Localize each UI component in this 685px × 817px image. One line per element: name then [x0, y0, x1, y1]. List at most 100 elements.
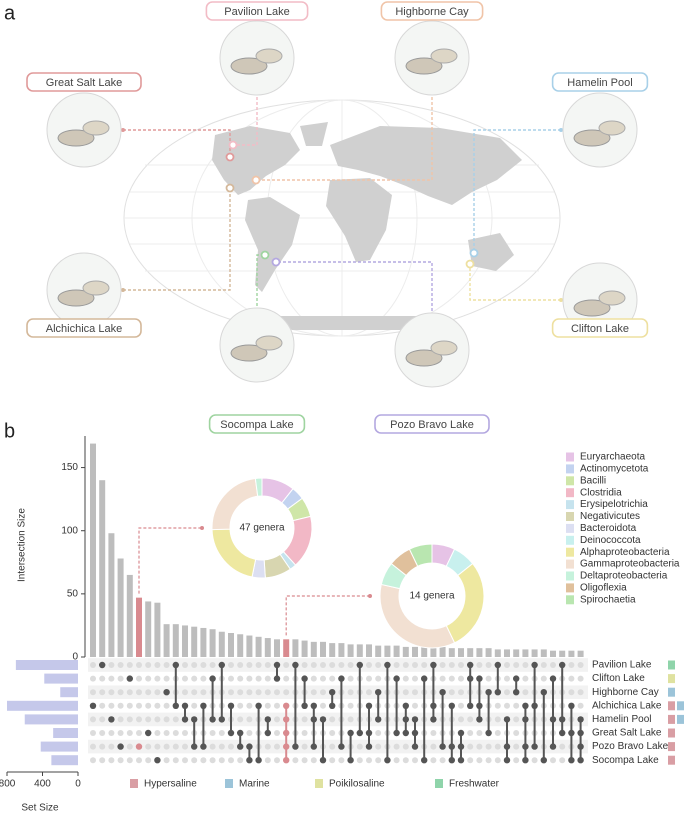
- matrix-dot-empty: [439, 662, 446, 668]
- taxa-swatch: [566, 488, 574, 498]
- matrix-dot-empty: [163, 702, 170, 709]
- taxa-swatch: [566, 535, 574, 545]
- matrix-dot-empty: [412, 675, 418, 682]
- matrix-dot: [522, 743, 529, 750]
- matrix-dot-empty: [393, 743, 400, 750]
- site-label: Pozo Bravo Lake: [390, 419, 474, 431]
- site-label: Great Salt Lake: [46, 77, 122, 89]
- matrix-dot-empty: [163, 743, 170, 750]
- matrix-dot-empty: [99, 689, 106, 696]
- matrix-dot-empty: [218, 757, 225, 764]
- taxa-swatch: [566, 523, 574, 533]
- matrix-dot: [577, 729, 584, 737]
- matrix-dot-empty: [209, 730, 216, 736]
- matrix-dot: [522, 716, 529, 723]
- matrix-dot-empty: [412, 662, 418, 668]
- taxa-swatch: [566, 571, 574, 581]
- microbialite: [598, 120, 626, 136]
- matrix-dot: [301, 702, 308, 709]
- matrix-dot-empty: [550, 662, 556, 668]
- matrix-dot-empty: [320, 662, 326, 668]
- set-size-bar: [15, 660, 78, 670]
- matrix-dot-empty: [393, 662, 400, 668]
- taxa-swatch: [566, 583, 574, 593]
- site-point: [225, 152, 235, 162]
- matrix-dot: [393, 675, 400, 682]
- matrix-dot: [338, 675, 345, 682]
- matrix-dot-empty: [108, 730, 115, 736]
- matrix-dot-empty: [163, 757, 170, 764]
- matrix-dot-empty: [90, 743, 96, 750]
- matrix-dot-empty: [430, 730, 437, 736]
- set-size-bar: [60, 687, 78, 698]
- matrix-dot-empty: [393, 757, 400, 764]
- intersection-bar: [393, 645, 400, 657]
- matrix-dot-empty: [329, 675, 336, 682]
- matrix-dot: [439, 689, 446, 696]
- intersection-bar: [255, 636, 262, 657]
- connector-end: [200, 526, 204, 530]
- matrix-stripe: [88, 658, 588, 672]
- intersection-bar: [274, 639, 280, 657]
- matrix-dot-empty: [366, 757, 372, 764]
- matrix-dot-empty: [329, 757, 336, 764]
- y-tick-label: 0: [72, 652, 78, 663]
- matrix-dot-empty: [402, 689, 409, 696]
- intersection-bar: [117, 558, 124, 657]
- matrix-dot-empty: [154, 743, 161, 750]
- microbialite: [573, 129, 611, 147]
- matrix-dot-empty: [320, 702, 326, 709]
- set-size-bar: [44, 673, 78, 684]
- microbialite: [57, 289, 95, 307]
- intersection-bar: [531, 649, 538, 657]
- matrix-dot-empty: [448, 662, 455, 668]
- matrix-dot-empty: [329, 662, 336, 668]
- site-point: [228, 140, 238, 150]
- intersection-bar: [467, 648, 474, 657]
- matrix-dot-empty: [347, 675, 354, 682]
- intersection-bar: [513, 649, 520, 657]
- set-type-chip: [668, 755, 675, 765]
- set-label: Clifton Lake: [592, 673, 645, 684]
- matrix-dot: [200, 702, 207, 709]
- intersection-bar: [504, 649, 510, 657]
- matrix-dot: [209, 675, 216, 682]
- matrix-dot: [365, 729, 373, 737]
- donut-slice: [445, 562, 485, 644]
- matrix-dot: [347, 757, 354, 764]
- matrix-dot-empty: [200, 689, 207, 696]
- intersection-bar: [182, 625, 188, 657]
- matrix-dot-empty: [163, 662, 170, 668]
- matrix-dot: [439, 743, 446, 750]
- panel-label: a: [4, 2, 16, 24]
- matrix-dot: [163, 689, 170, 696]
- connector: [233, 97, 258, 146]
- taxa-label: Deltaproteobacteria: [580, 571, 668, 582]
- matrix-dot: [301, 675, 308, 682]
- matrix-dot-empty: [458, 689, 464, 696]
- matrix-dot-empty: [522, 675, 529, 682]
- site-point: [260, 250, 270, 260]
- matrix-dot-empty: [467, 716, 474, 723]
- matrix-dot: [283, 743, 290, 750]
- set-size-label: Set Size: [21, 803, 59, 814]
- intersection-bar: [540, 649, 547, 657]
- matrix-dot-empty: [90, 675, 96, 682]
- taxa-label: Bacteroidota: [580, 523, 637, 534]
- matrix-dot-empty: [513, 730, 520, 736]
- matrix-dot-empty: [108, 675, 115, 682]
- matrix-dot: [577, 757, 584, 764]
- matrix-dot-empty: [145, 757, 152, 764]
- set-size-bar: [24, 714, 78, 725]
- matrix-dot: [310, 702, 317, 709]
- intersection-bar: [90, 443, 96, 657]
- matrix-dot: [411, 729, 419, 737]
- matrix-dot: [237, 743, 244, 750]
- set-label: Hamelin Pool: [592, 714, 651, 725]
- intersection-bar: [310, 641, 317, 657]
- intersection-bar: [568, 650, 575, 657]
- matrix-dot-empty: [246, 675, 253, 682]
- matrix-dot-empty: [577, 702, 584, 709]
- matrix-dot-empty: [154, 675, 161, 682]
- x-tick-label: 0: [75, 779, 81, 790]
